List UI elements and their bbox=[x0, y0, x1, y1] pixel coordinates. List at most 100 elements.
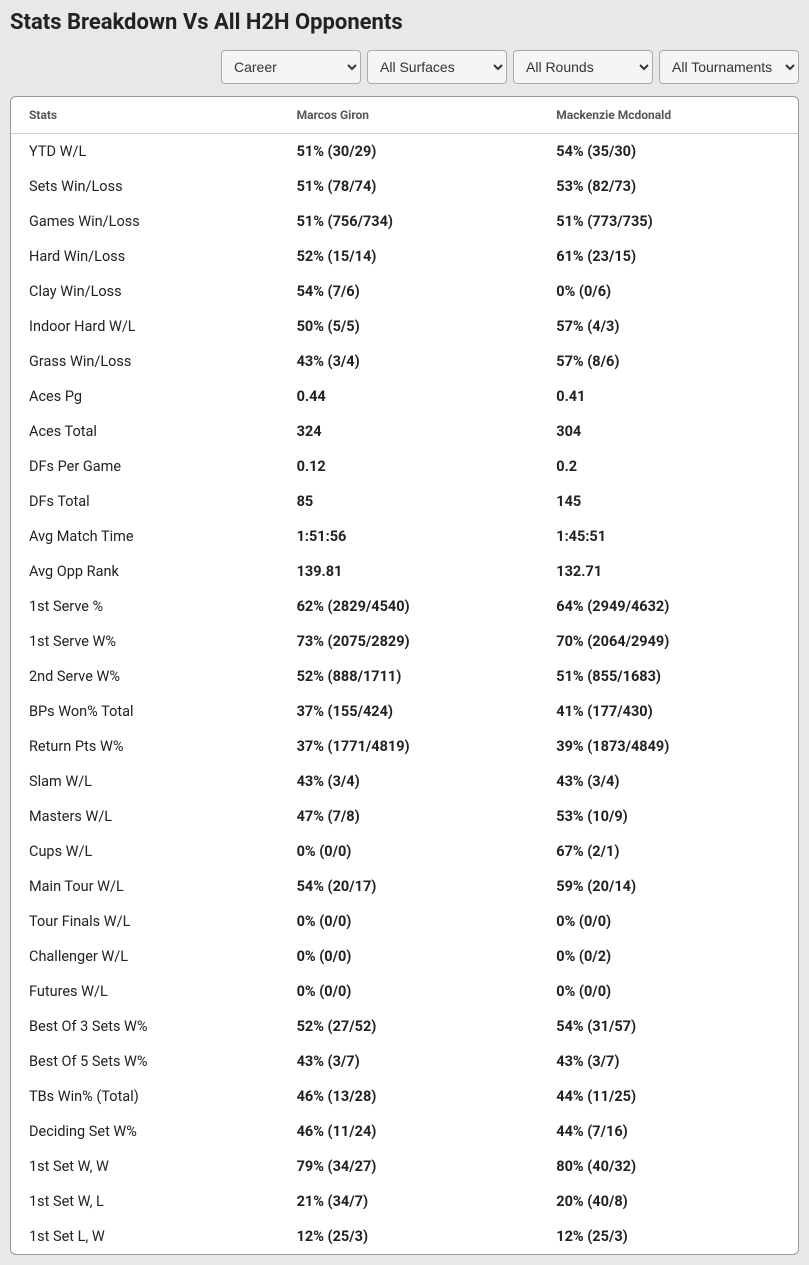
stat-value-player2: 61% (23/15) bbox=[538, 239, 798, 274]
stat-value-player2: 0% (0/0) bbox=[538, 904, 798, 939]
stat-label: Avg Match Time bbox=[11, 519, 279, 554]
table-row: Best Of 5 Sets W%43% (3/7)43% (3/7) bbox=[11, 1044, 798, 1079]
stat-value-player1: 0% (0/0) bbox=[279, 939, 539, 974]
stat-label: Indoor Hard W/L bbox=[11, 309, 279, 344]
table-row: Tour Finals W/L0% (0/0)0% (0/0) bbox=[11, 904, 798, 939]
stat-label: Deciding Set W% bbox=[11, 1114, 279, 1149]
stat-label: Aces Total bbox=[11, 414, 279, 449]
stat-label: Best Of 5 Sets W% bbox=[11, 1044, 279, 1079]
stat-label: Aces Pg bbox=[11, 379, 279, 414]
table-row: Hard Win/Loss52% (15/14)61% (23/15) bbox=[11, 239, 798, 274]
stat-label: Avg Opp Rank bbox=[11, 554, 279, 589]
stat-label: 2nd Serve W% bbox=[11, 659, 279, 694]
stat-value-player2: 0% (0/6) bbox=[538, 274, 798, 309]
stat-value-player2: 1:45:51 bbox=[538, 519, 798, 554]
stat-label: Clay Win/Loss bbox=[11, 274, 279, 309]
table-row: Avg Opp Rank139.81132.71 bbox=[11, 554, 798, 589]
stat-value-player2: 39% (1873/4849) bbox=[538, 729, 798, 764]
table-row: Cups W/L0% (0/0)67% (2/1) bbox=[11, 834, 798, 869]
stat-value-player2: 44% (7/16) bbox=[538, 1114, 798, 1149]
stat-value-player2: 20% (40/8) bbox=[538, 1184, 798, 1219]
stat-label: 1st Serve W% bbox=[11, 624, 279, 659]
stat-value-player1: 324 bbox=[279, 414, 539, 449]
stat-value-player2: 67% (2/1) bbox=[538, 834, 798, 869]
stat-value-player1: 46% (11/24) bbox=[279, 1114, 539, 1149]
stat-value-player1: 54% (7/6) bbox=[279, 274, 539, 309]
stat-value-player2: 43% (3/7) bbox=[538, 1044, 798, 1079]
stat-value-player1: 1:51:56 bbox=[279, 519, 539, 554]
table-row: Deciding Set W%46% (11/24)44% (7/16) bbox=[11, 1114, 798, 1149]
stat-label: Return Pts W% bbox=[11, 729, 279, 764]
table-row: Challenger W/L0% (0/0)0% (0/2) bbox=[11, 939, 798, 974]
stat-value-player2: 304 bbox=[538, 414, 798, 449]
stat-value-player1: 52% (888/1711) bbox=[279, 659, 539, 694]
stat-label: 1st Set L, W bbox=[11, 1219, 279, 1254]
table-row: YTD W/L51% (30/29)54% (35/30) bbox=[11, 134, 798, 170]
stat-label: 1st Set W, W bbox=[11, 1149, 279, 1184]
stat-value-player2: 51% (773/735) bbox=[538, 204, 798, 239]
stat-label: Best Of 3 Sets W% bbox=[11, 1009, 279, 1044]
stat-value-player1: 43% (3/4) bbox=[279, 344, 539, 379]
stat-label: Main Tour W/L bbox=[11, 869, 279, 904]
stat-label: Tour Finals W/L bbox=[11, 904, 279, 939]
stat-value-player1: 139.81 bbox=[279, 554, 539, 589]
stat-value-player2: 64% (2949/4632) bbox=[538, 589, 798, 624]
stat-label: Hard Win/Loss bbox=[11, 239, 279, 274]
stat-value-player2: 59% (20/14) bbox=[538, 869, 798, 904]
stat-value-player2: 57% (4/3) bbox=[538, 309, 798, 344]
surface-select[interactable]: All Surfaces bbox=[367, 50, 507, 84]
stat-label: Slam W/L bbox=[11, 764, 279, 799]
table-row: Main Tour W/L54% (20/17)59% (20/14) bbox=[11, 869, 798, 904]
table-row: 1st Set W, L21% (34/7)20% (40/8) bbox=[11, 1184, 798, 1219]
stat-value-player1: 51% (30/29) bbox=[279, 134, 539, 170]
table-row: Futures W/L0% (0/0)0% (0/0) bbox=[11, 974, 798, 1009]
table-row: Slam W/L43% (3/4)43% (3/4) bbox=[11, 764, 798, 799]
stat-value-player1: 0.44 bbox=[279, 379, 539, 414]
table-row: Sets Win/Loss51% (78/74)53% (82/73) bbox=[11, 169, 798, 204]
stat-value-player2: 12% (25/3) bbox=[538, 1219, 798, 1254]
stat-label: DFs Total bbox=[11, 484, 279, 519]
stats-table: Stats Marcos Giron Mackenzie Mcdonald YT… bbox=[11, 97, 798, 1254]
stat-value-player1: 0.12 bbox=[279, 449, 539, 484]
header-stats: Stats bbox=[11, 97, 279, 134]
stat-label: Cups W/L bbox=[11, 834, 279, 869]
header-player1: Marcos Giron bbox=[279, 97, 539, 134]
stat-value-player1: 50% (5/5) bbox=[279, 309, 539, 344]
period-select[interactable]: Career bbox=[221, 50, 361, 84]
stat-value-player2: 51% (855/1683) bbox=[538, 659, 798, 694]
table-row: Best Of 3 Sets W%52% (27/52)54% (31/57) bbox=[11, 1009, 798, 1044]
filter-bar: Career All Surfaces All Rounds All Tourn… bbox=[10, 50, 799, 84]
table-row: Games Win/Loss51% (756/734)51% (773/735) bbox=[11, 204, 798, 239]
table-row: Aces Pg0.440.41 bbox=[11, 379, 798, 414]
table-row: Return Pts W%37% (1771/4819)39% (1873/48… bbox=[11, 729, 798, 764]
tournament-select[interactable]: All Tournaments bbox=[659, 50, 799, 84]
round-select[interactable]: All Rounds bbox=[513, 50, 653, 84]
stat-value-player2: 70% (2064/2949) bbox=[538, 624, 798, 659]
table-row: Avg Match Time1:51:561:45:51 bbox=[11, 519, 798, 554]
stat-label: DFs Per Game bbox=[11, 449, 279, 484]
stat-label: Futures W/L bbox=[11, 974, 279, 1009]
stat-label: 1st Serve % bbox=[11, 589, 279, 624]
table-row: BPs Won% Total37% (155/424)41% (177/430) bbox=[11, 694, 798, 729]
stat-label: YTD W/L bbox=[11, 134, 279, 170]
table-row: TBs Win% (Total)46% (13/28)44% (11/25) bbox=[11, 1079, 798, 1114]
stat-value-player1: 43% (3/7) bbox=[279, 1044, 539, 1079]
stat-value-player1: 0% (0/0) bbox=[279, 974, 539, 1009]
stat-value-player2: 57% (8/6) bbox=[538, 344, 798, 379]
stat-value-player2: 41% (177/430) bbox=[538, 694, 798, 729]
table-row: 1st Serve %62% (2829/4540)64% (2949/4632… bbox=[11, 589, 798, 624]
stat-label: Masters W/L bbox=[11, 799, 279, 834]
stat-label: BPs Won% Total bbox=[11, 694, 279, 729]
table-row: DFs Per Game0.120.2 bbox=[11, 449, 798, 484]
table-row: 1st Set W, W79% (34/27)80% (40/32) bbox=[11, 1149, 798, 1184]
stat-value-player2: 43% (3/4) bbox=[538, 764, 798, 799]
table-row: Clay Win/Loss54% (7/6)0% (0/6) bbox=[11, 274, 798, 309]
stat-value-player2: 0% (0/0) bbox=[538, 974, 798, 1009]
stat-value-player1: 0% (0/0) bbox=[279, 834, 539, 869]
stat-value-player1: 47% (7/8) bbox=[279, 799, 539, 834]
table-row: 2nd Serve W%52% (888/1711)51% (855/1683) bbox=[11, 659, 798, 694]
stat-label: Sets Win/Loss bbox=[11, 169, 279, 204]
stat-value-player2: 53% (82/73) bbox=[538, 169, 798, 204]
stat-value-player1: 54% (20/17) bbox=[279, 869, 539, 904]
stat-value-player1: 62% (2829/4540) bbox=[279, 589, 539, 624]
